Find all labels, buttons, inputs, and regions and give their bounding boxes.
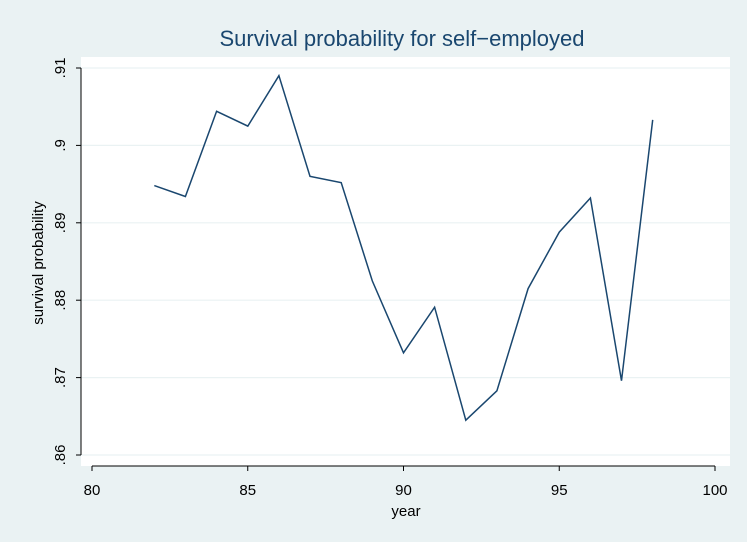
data-point (371, 280, 373, 282)
y-tick-label: .89 (52, 212, 69, 233)
y-tick-label: .91 (52, 58, 69, 79)
data-point (247, 125, 249, 127)
data-point (340, 181, 342, 183)
y-axis-title: survival probability (30, 201, 47, 325)
data-point (402, 352, 404, 354)
data-point (309, 175, 311, 177)
data-point (215, 110, 217, 112)
y-tick-label: .87 (52, 367, 69, 388)
x-tick-label: 80 (84, 482, 101, 499)
data-point (496, 390, 498, 392)
series-layer (153, 73, 654, 422)
y-tick-label: .86 (52, 445, 69, 466)
y-tick-label: .9 (52, 139, 69, 152)
x-tick-label: 90 (395, 482, 412, 499)
chart-title: Survival probability for self−employed (219, 26, 584, 51)
x-tick-label: 85 (239, 482, 256, 499)
axes-layer: .86 .87 .88 .89 .9 .91 80 85 90 95 100 (52, 58, 728, 499)
data-point (589, 197, 591, 199)
data-point (527, 287, 529, 289)
x-axis-title: year (391, 503, 420, 520)
y-tick-label: .88 (52, 290, 69, 311)
data-point (433, 306, 435, 308)
data-point (558, 231, 560, 233)
data-point (184, 195, 186, 197)
data-point (153, 184, 155, 186)
x-tick-label: 100 (702, 482, 727, 499)
x-tick-label: 95 (551, 482, 568, 499)
grid-layer (81, 67, 730, 456)
series-line (154, 73, 654, 422)
plot-area (81, 57, 730, 466)
data-point (278, 75, 280, 77)
data-point (620, 380, 622, 382)
data-point (465, 419, 467, 421)
data-point (652, 119, 654, 121)
